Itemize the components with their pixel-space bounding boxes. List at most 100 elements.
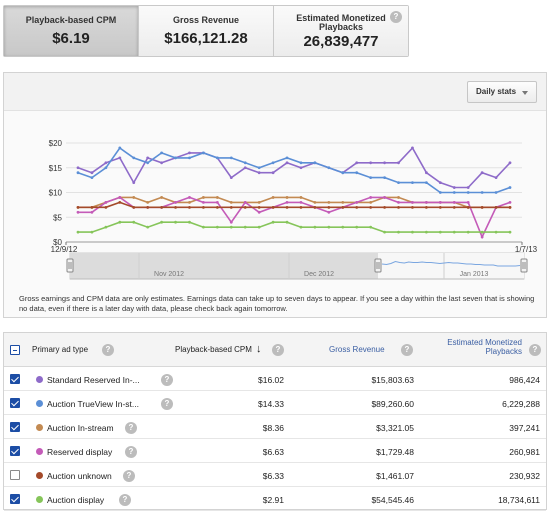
playbacks-value: 18,734,611 — [498, 495, 540, 505]
select-all-checkbox[interactable] — [10, 345, 20, 355]
row-checkbox[interactable] — [10, 422, 20, 432]
help-icon[interactable]: ? — [529, 344, 541, 356]
row-checkbox[interactable] — [10, 494, 20, 504]
help-icon[interactable]: ? — [119, 494, 131, 506]
series-point — [132, 196, 136, 199]
series-point — [215, 201, 219, 204]
series-point — [397, 205, 400, 209]
help-icon[interactable]: ? — [161, 374, 173, 386]
series-point — [508, 205, 512, 209]
series-point — [424, 205, 428, 209]
revenue-value: $3,321.05 — [376, 423, 414, 433]
range-handle-right[interactable] — [520, 258, 528, 273]
metric-card-cpm[interactable]: Playback-based CPM $6.19 — [4, 6, 139, 56]
navigator-trend-line — [381, 260, 521, 267]
row-checkbox[interactable] — [10, 398, 20, 408]
series-point — [411, 201, 414, 204]
navigator-left-edge[interactable] — [66, 258, 74, 273]
series-point — [494, 176, 498, 180]
series-point — [104, 161, 108, 165]
series-point — [215, 205, 219, 209]
row-checkbox[interactable] — [10, 470, 20, 480]
navigator-unselected-area — [70, 253, 378, 279]
series-point — [466, 230, 470, 234]
series-point — [508, 161, 512, 165]
x-start-label: 12/9/12 — [51, 245, 78, 254]
series-point — [271, 205, 275, 209]
series-point — [508, 201, 512, 204]
revenue-value: $89,260.60 — [371, 399, 414, 409]
series-point — [369, 176, 373, 180]
series-point — [118, 196, 122, 199]
range-handle-left[interactable] — [374, 258, 382, 273]
chart-panel: Daily stats $0 $5 $10 $15 $20 12/9/12 1/7/13 No… — [3, 72, 547, 318]
series-point — [327, 210, 331, 214]
row-checkbox[interactable] — [10, 446, 20, 456]
series-line — [78, 201, 510, 209]
series-point — [341, 205, 345, 209]
series-point — [397, 181, 400, 184]
help-icon[interactable]: ? — [125, 422, 137, 434]
cpm-value: $6.63 — [262, 447, 284, 457]
help-icon[interactable]: ? — [161, 398, 173, 410]
series-color-dot — [36, 376, 43, 383]
revenue-value: $1,729.48 — [376, 447, 414, 457]
series-point — [299, 166, 303, 170]
header-type: Primary ad type — [32, 345, 89, 354]
series-point — [452, 191, 456, 194]
series-point — [383, 161, 386, 165]
series-point — [229, 205, 233, 209]
help-icon[interactable]: ? — [125, 446, 137, 458]
table-header: Primary ad type ? Playback-based CPM ↓ ?… — [4, 333, 546, 367]
help-icon[interactable]: ? — [102, 344, 114, 356]
series-color-dot — [36, 448, 43, 455]
series-point — [146, 161, 150, 165]
header-playbacks[interactable]: Estimated Monetized Playbacks — [447, 338, 522, 356]
playbacks-value: 397,241 — [509, 423, 540, 433]
daily-stats-dropdown[interactable]: Daily stats — [467, 81, 537, 103]
metric-card-playbacks[interactable]: Estimated Monetized Playbacks 26,839,477… — [274, 6, 408, 56]
row-checkbox[interactable] — [10, 374, 20, 384]
table-row: Standard Reserved In-...? $16.02 $15,803.6… — [4, 367, 546, 391]
series-point — [411, 205, 414, 209]
help-icon[interactable]: ? — [401, 344, 413, 356]
series-point — [452, 201, 456, 204]
header-revenue[interactable]: Gross Revenue — [329, 345, 385, 354]
series-point — [383, 176, 386, 180]
help-icon[interactable]: ? — [123, 470, 135, 482]
help-icon[interactable]: ? — [272, 344, 284, 356]
series-point — [480, 171, 484, 175]
series-point — [76, 210, 80, 214]
series-point — [452, 205, 456, 209]
series-point — [202, 196, 205, 199]
ad-type-name: Auction display — [47, 495, 105, 505]
sort-descending-icon[interactable]: ↓ — [256, 343, 262, 355]
table-row: Auction unknown? $6.33 $1,461.07 230,932 — [4, 463, 546, 487]
table-row: Auction In-stream? $8.36 $3,321.05 397,241 — [4, 415, 546, 439]
series-line — [78, 221, 510, 233]
series-point — [257, 166, 261, 170]
series-point — [508, 186, 512, 189]
series-point — [285, 156, 289, 160]
series-point — [76, 171, 80, 175]
series-point — [466, 191, 470, 194]
x-end-label: 1/7/13 — [515, 245, 538, 254]
series-point — [397, 230, 400, 234]
ad-type-table: Primary ad type ? Playback-based CPM ↓ ?… — [3, 332, 547, 511]
help-icon[interactable]: ? — [390, 11, 402, 23]
series-point — [480, 230, 484, 234]
ad-type-name: Auction In-stream — [47, 423, 114, 433]
series-point — [188, 156, 191, 160]
series-point — [257, 201, 261, 204]
series-point — [438, 201, 442, 204]
header-cpm[interactable]: Playback-based CPM — [175, 345, 252, 354]
series-point — [424, 230, 428, 234]
series-point — [494, 230, 498, 234]
metric-card-revenue[interactable]: Gross Revenue $166,121.28 — [139, 6, 274, 56]
series-point — [355, 161, 359, 165]
series-point — [397, 201, 400, 204]
series-point — [104, 225, 108, 229]
series-point — [160, 161, 164, 165]
series-point — [90, 171, 94, 175]
series-point — [132, 205, 136, 209]
